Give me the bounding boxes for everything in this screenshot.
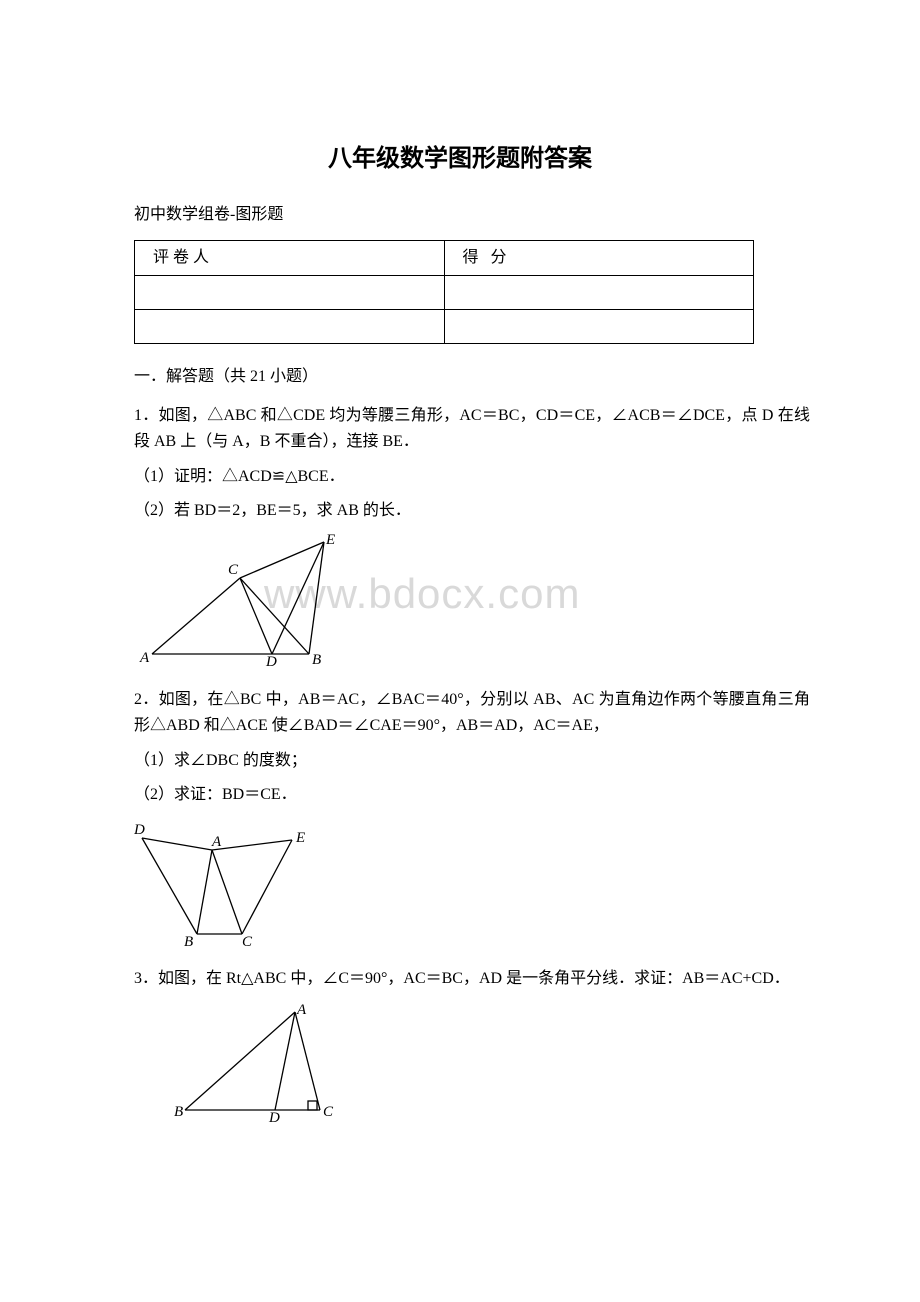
figure-label: C xyxy=(228,562,239,578)
grading-cell xyxy=(444,275,754,309)
grading-cell xyxy=(444,309,754,343)
figure-label: D xyxy=(268,1110,280,1122)
problem-3-text: 3．如图，在 Rt△ABC 中，∠C＝90°，AC＝BC，AD 是一条角平分线．… xyxy=(134,966,810,992)
grading-table: 评卷人 得 分 xyxy=(134,240,754,344)
subtitle: 初中数学组卷-图形题 xyxy=(110,202,810,228)
figure-label: A xyxy=(296,1002,307,1018)
figure-1-svg: A B C D E xyxy=(134,532,344,667)
figure-label: B xyxy=(174,1104,183,1120)
figure-label: B xyxy=(184,934,193,946)
figure-3: A B C D xyxy=(170,1002,810,1131)
grading-header-score: 得 分 xyxy=(444,240,754,275)
grading-cell xyxy=(135,309,445,343)
figure-2: A B C D E xyxy=(134,816,810,955)
figure-label: E xyxy=(325,532,335,548)
figure-label: B xyxy=(312,652,321,667)
problem-2-sub2: （2）求证：BD＝CE． xyxy=(134,782,810,808)
figure-label: C xyxy=(242,934,253,946)
problem-1-text: 1．如图，△ABC 和△CDE 均为等腰三角形，AC＝BC，CD＝CE，∠ACB… xyxy=(134,403,810,454)
figure-label: A xyxy=(139,650,150,666)
problem-1-sub1: （1）证明：△ACD≌△BCE． xyxy=(134,464,810,490)
figure-label: D xyxy=(265,654,277,667)
section-heading: 一．解答题（共 21 小题） xyxy=(134,364,810,390)
problem-2-sub1: （1）求∠DBC 的度数； xyxy=(134,748,810,774)
problem-2-text: 2．如图，在△BC 中，AB＝AC，∠BAC＝40°，分别以 AB、AC 为直角… xyxy=(134,687,810,738)
grading-header-reviewer: 评卷人 xyxy=(135,240,445,275)
figure-1: www.bdocx.com A B C D E xyxy=(134,532,810,676)
figure-3-svg: A B C D xyxy=(170,1002,340,1122)
figure-2-svg: A B C D E xyxy=(134,816,314,946)
grading-cell xyxy=(135,275,445,309)
problem-1-sub2: （2）若 BD＝2，BE＝5，求 AB 的长． xyxy=(134,498,810,524)
page-title: 八年级数学图形题附答案 xyxy=(110,140,810,178)
figure-label: C xyxy=(323,1104,334,1120)
figure-label: D xyxy=(134,822,145,838)
figure-label: E xyxy=(295,830,305,846)
figure-label: A xyxy=(211,834,222,850)
